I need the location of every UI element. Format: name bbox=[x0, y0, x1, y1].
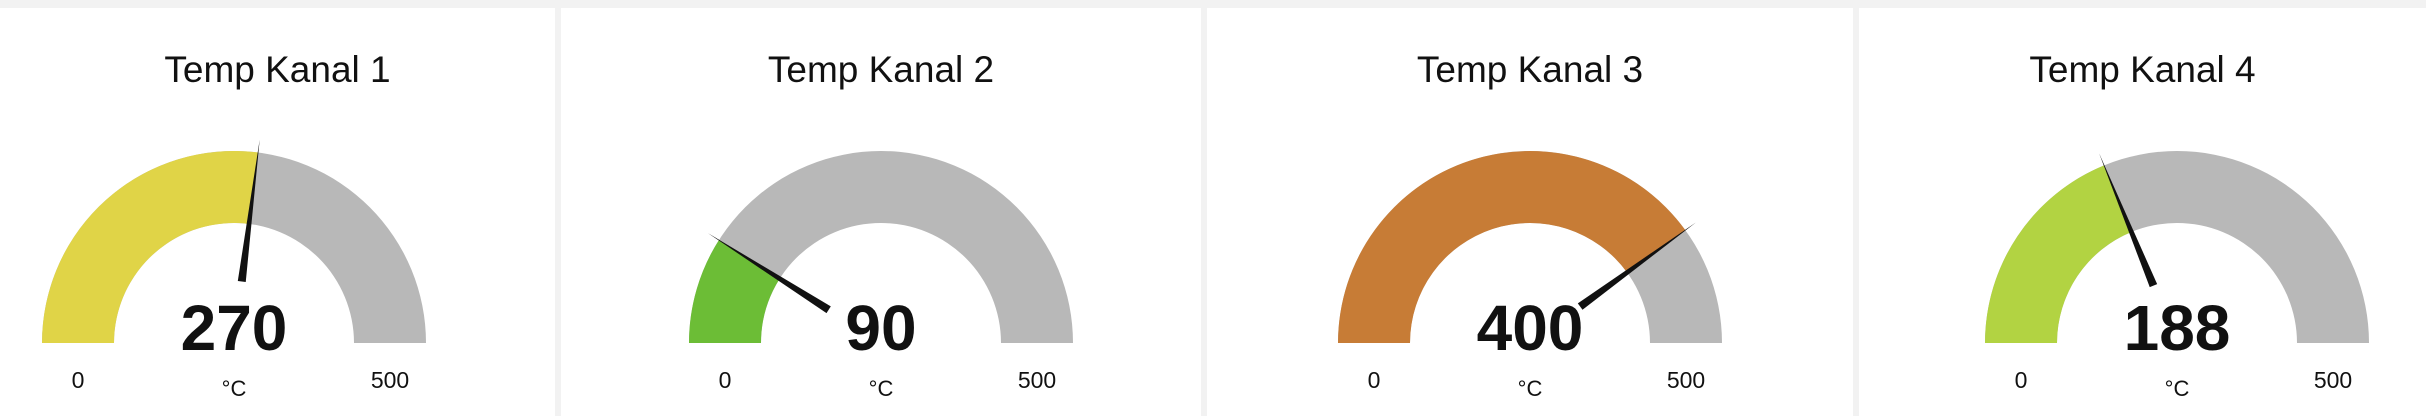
gauge-min-label: 0 bbox=[1368, 367, 1381, 393]
gauge-fill bbox=[42, 151, 259, 343]
gauge-needle bbox=[2099, 153, 2158, 288]
gauge-min-label: 0 bbox=[72, 367, 85, 393]
gauge-min-label: 0 bbox=[719, 367, 732, 393]
gauge-value: 188 bbox=[2124, 292, 2231, 364]
gauge-value: 400 bbox=[1477, 292, 1584, 364]
gauge-needle bbox=[237, 139, 260, 282]
gauge-max-label: 500 bbox=[1667, 367, 1705, 393]
gauge-needle bbox=[1577, 222, 1696, 310]
gauge-max-label: 500 bbox=[2314, 367, 2352, 393]
gauge-fill bbox=[1338, 151, 1686, 343]
gauge: 188 0 500 °C bbox=[1985, 151, 2369, 401]
gauge: 90 0 500 °C bbox=[689, 151, 1073, 401]
gauge-unit: °C bbox=[222, 376, 247, 401]
gauge-value: 90 bbox=[845, 292, 916, 364]
gauge-title: Temp Kanal 3 bbox=[1416, 49, 1644, 90]
gauge-title: Temp Kanal 2 bbox=[767, 49, 995, 90]
gauge-unit: °C bbox=[1518, 376, 1543, 401]
gauge-value: 270 bbox=[181, 292, 288, 364]
gauge-title: Temp Kanal 4 bbox=[2029, 49, 2256, 90]
gauge: 400 0 500 °C bbox=[1338, 151, 1722, 401]
gauge-unit: °C bbox=[2165, 376, 2190, 401]
gauge-card-kanal-4: Temp Kanal 4 188 0 500 °C bbox=[1859, 8, 2426, 416]
gauge-fill bbox=[1985, 165, 2132, 343]
gauge-needle bbox=[707, 233, 831, 314]
gauge: 270 0 500 °C bbox=[42, 139, 426, 401]
gauge-max-label: 500 bbox=[371, 367, 409, 393]
gauge-card-kanal-2: Temp Kanal 2 90 0 500 °C bbox=[561, 8, 1201, 416]
gauge-max-label: 500 bbox=[1018, 367, 1056, 393]
gauge-card-kanal-3: Temp Kanal 3 400 0 500 °C bbox=[1207, 8, 1853, 416]
gauge-title: Temp Kanal 1 bbox=[164, 49, 391, 90]
gauge-min-label: 0 bbox=[2015, 367, 2028, 393]
gauge-card-kanal-1: Temp Kanal 1 270 0 500 °C bbox=[0, 8, 555, 416]
gauge-track bbox=[689, 151, 1073, 343]
gauge-unit: °C bbox=[869, 376, 894, 401]
